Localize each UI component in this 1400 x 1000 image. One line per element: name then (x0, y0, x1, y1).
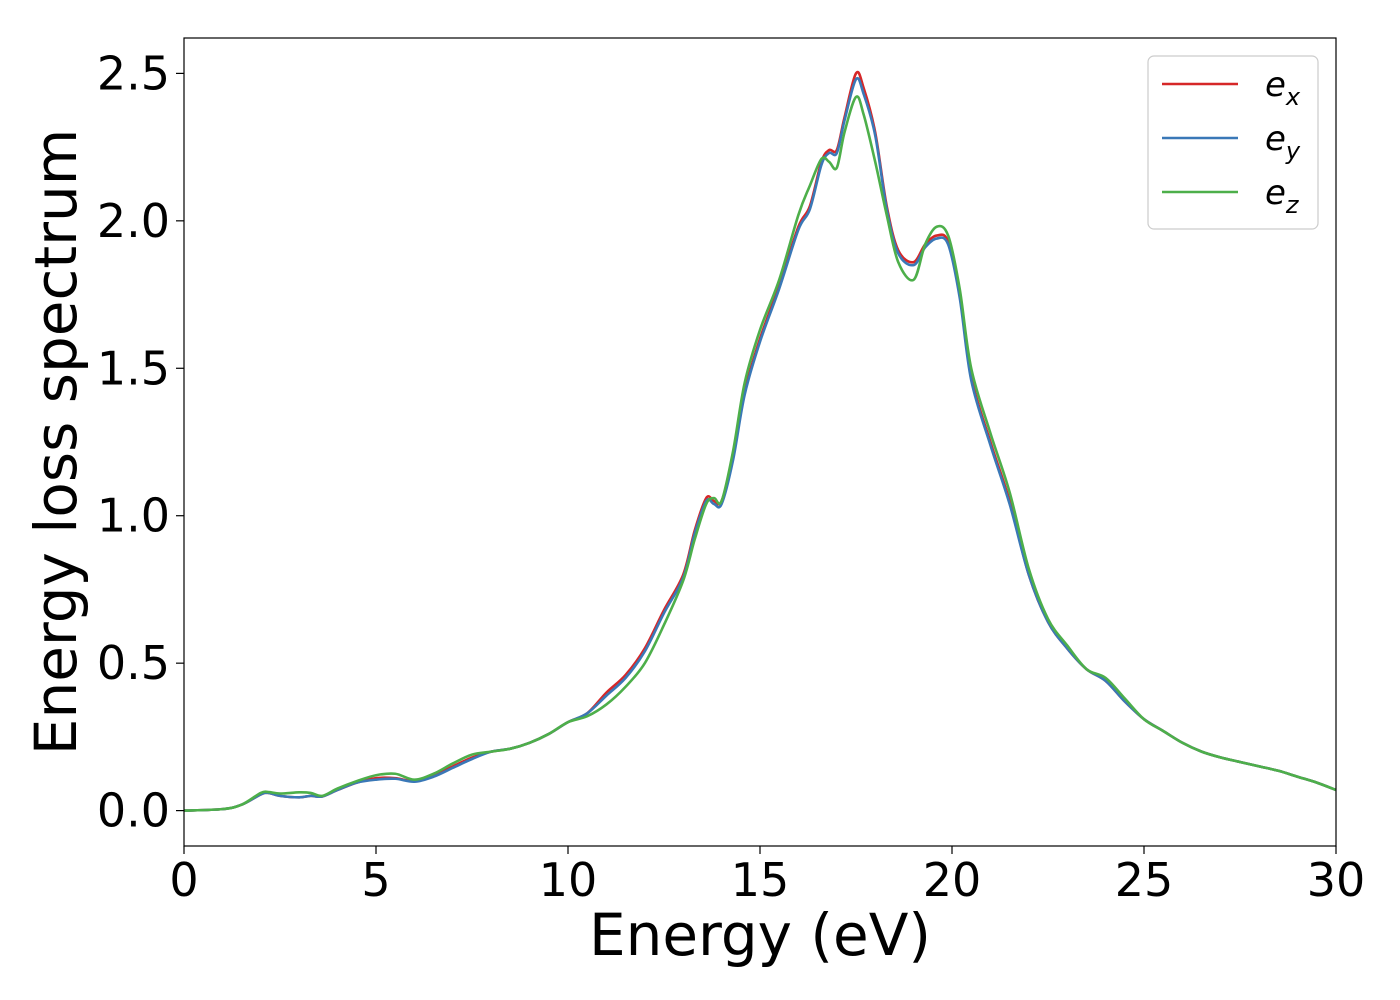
x-tick-label: 25 (1115, 853, 1174, 907)
series-line-e-z (184, 95, 1336, 812)
y-tick-label: 2.5 (97, 46, 170, 100)
x-axis-title: Energy (eV) (589, 901, 931, 969)
x-tick-label: 20 (923, 853, 982, 907)
y-tick-label: 0.0 (97, 784, 170, 838)
x-tick-label: 10 (539, 853, 598, 907)
y-tick-label: 2.0 (97, 194, 170, 248)
x-tick-label: 5 (361, 853, 390, 907)
y-axis-title: Energy loss spectrum (22, 129, 90, 755)
series-layer (184, 70, 1336, 812)
x-tick-label: 30 (1307, 853, 1366, 907)
legend-box (1147, 55, 1319, 230)
series-line-e-y (184, 76, 1336, 812)
x-tick-label: 15 (731, 853, 790, 907)
y-tick-label: 0.5 (97, 636, 170, 690)
x-axis-ticks: 0 5 10 15 20 25 30 (169, 846, 1365, 907)
y-axis-ticks: 0.0 0.5 1.0 1.5 2.0 2.5 (97, 46, 184, 838)
y-tick-label: 1.0 (97, 489, 170, 543)
y-tick-label: 1.5 (97, 341, 170, 395)
x-tick-label: 0 (169, 853, 198, 907)
